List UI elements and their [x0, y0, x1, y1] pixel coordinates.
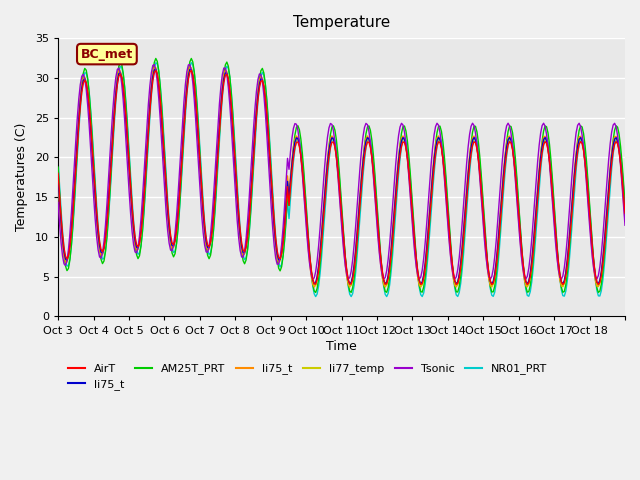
- X-axis label: Time: Time: [326, 340, 357, 353]
- Y-axis label: Temperatures (C): Temperatures (C): [15, 123, 28, 231]
- Text: BC_met: BC_met: [81, 48, 133, 60]
- Legend: AirT, li75_t, AM25T_PRT, li75_t, li77_temp, Tsonic, NR01_PRT: AirT, li75_t, AM25T_PRT, li75_t, li77_te…: [63, 359, 552, 395]
- Title: Temperature: Temperature: [293, 15, 390, 30]
